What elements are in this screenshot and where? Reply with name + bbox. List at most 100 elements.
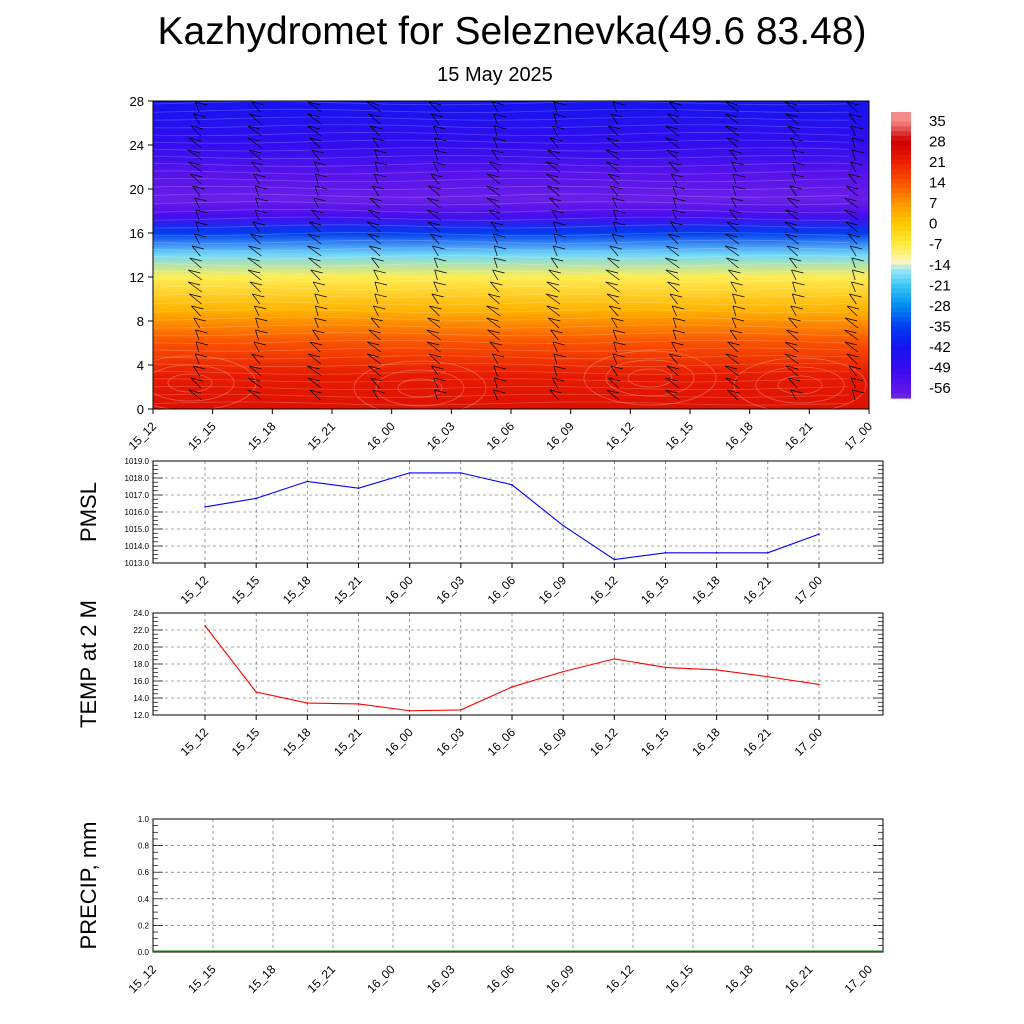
x-tick-label: 15_12 [126,962,160,996]
wind-barb [911,234,923,244]
wind-barb [308,101,322,113]
wind-barb [546,161,561,173]
wind-barb [489,341,502,353]
wind-barb [666,113,680,125]
wind-barb [848,113,861,125]
wind-barb [252,221,265,233]
x-tick-label: 15_21 [331,573,365,607]
wind-barb [314,173,328,185]
wind-barb [314,305,328,317]
y-tick-label: 24.0 [133,609,149,618]
wind-barb [668,353,682,365]
x-tick-label: 17_00 [792,573,826,607]
contour-line [153,116,850,121]
colorbar-swatch [891,140,911,146]
wind-barb [431,293,444,305]
colorbar-swatch [891,383,911,390]
wind-barb [672,317,686,329]
wind-barb [912,378,924,388]
y-axis-label: TEMP at 2 M [76,600,101,728]
colorbar-label: -56 [929,380,951,397]
wind-barb [314,185,328,197]
data-point [818,533,820,535]
wind-barb [187,149,203,161]
wind-barb [612,353,625,365]
wind-barb [553,113,566,125]
wind-barb [373,173,387,185]
y-tick-label: 1018.0 [125,474,150,483]
x-tick-label: 15_18 [245,962,279,996]
wind-barb [426,209,441,221]
wind-barb [432,245,445,257]
wind-barb [845,185,859,197]
data-point [306,480,309,483]
heatmap-x-tick-label: 15_15 [185,419,219,453]
wind-barb [492,269,505,281]
colorbar-swatch [891,131,911,137]
wind-barb [248,149,262,161]
wind-barb [191,245,205,257]
colorbar: 35 28 21 14 7 0 -7 -14 -21 -28 -35 -42 -49 -56 [891,112,951,399]
x-tick-label: 16_21 [740,573,774,607]
wind-barb [606,137,620,149]
heatmap-y-tick-label: 4 [137,358,144,373]
colorbar-swatch [891,350,911,356]
x-tick-label: 15_12 [178,725,212,759]
data-point [562,670,564,673]
wind-barb [548,269,561,281]
contour-line [153,262,850,267]
wind-barb [669,293,683,305]
wind-barb [367,233,382,245]
wind-barb [608,305,622,317]
wind-barb [850,125,864,137]
wind-barb [553,221,566,233]
colorbar-swatch [891,169,911,175]
wind-barb [367,113,381,125]
wind-barb [732,305,746,317]
wind-barb [610,113,623,125]
contour-line [153,209,850,213]
wind-barb [789,185,802,197]
wind-barb [309,341,323,353]
contour-line [153,401,850,406]
wind-barb [308,257,322,269]
wind-barb [486,185,501,197]
wind-barb [370,317,384,329]
wind-barb [309,389,322,401]
contour-line [153,239,850,244]
wind-barb [426,329,441,341]
x-tick-label: 16_15 [638,725,672,759]
colorbar-swatch [891,393,911,399]
wind-barb [668,161,681,173]
wind-barb [313,161,327,173]
contour-line [153,286,850,290]
wind-barb [370,125,383,137]
y-tick-label: 1017.0 [125,491,150,500]
heatmap-x-tick-label: 16_12 [603,419,637,453]
wind-barb [787,377,801,389]
wind-barb [725,353,739,365]
wind-barb [553,365,566,377]
panel-frame [152,818,884,953]
wind-barb [724,113,740,125]
wind-barb [547,185,560,197]
colorbar-swatch [891,355,911,361]
wind-barb [190,125,204,137]
wind-barb [367,341,382,353]
warm-core-contour [153,355,257,409]
colorbar-label: -49 [929,359,951,376]
wind-barb [486,197,501,209]
wind-barb [371,185,385,197]
data-point [511,686,513,688]
wind-barb [307,113,322,125]
wind-barb [189,257,202,269]
contour-line [153,301,850,306]
wind-barb [665,389,680,401]
data-point [715,669,718,671]
colorbar-label: 35 [929,113,946,130]
wind-barb [249,281,262,293]
wind-barb [672,209,685,221]
colorbar-label: 0 [929,216,937,233]
wind-barb [493,137,506,149]
heatmap-panel: 0 4 8 12 16 20 24 28 15_12 15_15 15_18 15_21 16_00 16… [126,94,924,453]
